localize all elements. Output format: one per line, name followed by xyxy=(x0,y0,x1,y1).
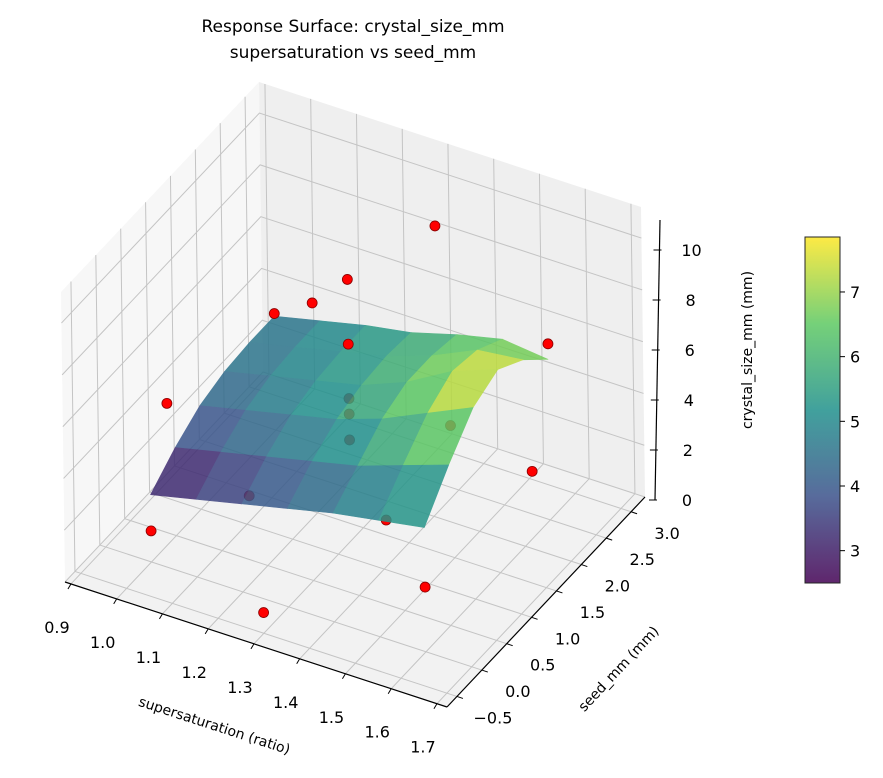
x-tick xyxy=(159,613,163,620)
z-axis-label: crystal_size_mm (mm) xyxy=(740,271,756,429)
y-axis-label: seed_mm (mm) xyxy=(576,623,663,715)
chart-title-line-2: supersaturation vs seed_mm xyxy=(230,43,476,63)
y-tick-label: −0.5 xyxy=(474,708,513,727)
x-tick xyxy=(433,703,438,709)
x-tick-label: 1.1 xyxy=(136,648,161,667)
data-point xyxy=(419,581,431,593)
x-tick-label: 1.7 xyxy=(410,738,435,757)
data-point xyxy=(526,465,538,477)
colorbar-tick-label: 6 xyxy=(850,348,860,367)
y-tick xyxy=(581,564,588,568)
z-gridline xyxy=(63,319,645,531)
y-axis-line xyxy=(446,496,646,708)
x-tick xyxy=(342,673,346,680)
data-point xyxy=(429,220,441,232)
y-tick xyxy=(506,643,513,647)
data-point xyxy=(258,607,270,618)
y-tick-label: 1.5 xyxy=(580,603,605,622)
y-tick-label: 1.0 xyxy=(555,629,580,648)
z-tick-label: 10 xyxy=(681,241,701,260)
data-point xyxy=(341,274,353,285)
z-gridline xyxy=(61,112,642,324)
y-tick-label: 2.0 xyxy=(605,577,630,596)
y-tick-label: 2.5 xyxy=(629,550,654,569)
z-tick-label: 6 xyxy=(685,341,695,360)
y-tick-label: 0.5 xyxy=(530,656,555,675)
x-axis-line xyxy=(64,581,448,708)
y-tick xyxy=(630,511,638,515)
z-tick-label: 4 xyxy=(684,391,694,410)
y-tick xyxy=(456,695,464,699)
surface xyxy=(150,315,549,528)
z-tick-label: 0 xyxy=(682,491,692,510)
data-point xyxy=(306,297,318,309)
x-tick-label: 1.0 xyxy=(90,633,115,652)
z-tick-label: 2 xyxy=(683,441,693,460)
colorbar: 3 4 5 6 7 xyxy=(804,236,860,584)
z-tick-label: 8 xyxy=(686,291,696,310)
z-gridline xyxy=(61,164,643,376)
x-tick-label: 1.6 xyxy=(364,723,389,742)
x-tick-label: 1.4 xyxy=(273,693,298,712)
x-tick xyxy=(250,643,255,650)
data-point xyxy=(145,525,157,537)
x-tick xyxy=(387,688,392,694)
data-point xyxy=(268,308,280,319)
y-tick xyxy=(606,537,613,541)
x-tick-label: 1.2 xyxy=(181,663,206,682)
y-tick xyxy=(531,616,538,620)
axis-lines xyxy=(64,219,662,709)
tick-labels: 0.91.01.11.21.31.41.51.61.7−0.50.00.51.0… xyxy=(44,241,701,757)
data-points-front xyxy=(145,220,554,618)
z-gridline xyxy=(62,216,644,427)
colorbar-tick-label: 4 xyxy=(850,477,860,496)
data-point xyxy=(542,338,554,350)
surface-patch xyxy=(378,464,450,528)
colorbar-tick-label: 7 xyxy=(850,283,860,302)
data-point xyxy=(342,338,354,350)
x-tick xyxy=(113,598,118,605)
left-wall-pane xyxy=(61,82,263,582)
y-tick xyxy=(556,590,563,594)
x-tick xyxy=(204,628,209,635)
x-tick xyxy=(296,658,301,665)
chart-title-line-1: Response Surface: crystal_size_mm xyxy=(201,17,504,37)
y-tick-label: 3.0 xyxy=(654,524,679,543)
x-tick-label: 1.3 xyxy=(227,678,252,697)
x-tick-label: 0.9 xyxy=(44,618,69,637)
x-tick xyxy=(67,583,72,590)
colorbar-tick-label: 5 xyxy=(850,412,860,431)
colorbar-tick-label: 3 xyxy=(850,542,860,561)
colorbar-gradient xyxy=(804,236,841,584)
x-axis-label: supersaturation (ratio) xyxy=(136,694,292,758)
y-tick xyxy=(481,669,488,673)
data-point xyxy=(161,397,173,409)
z-axis-line xyxy=(654,219,661,501)
y-tick-label: 0.0 xyxy=(505,682,530,701)
x-tick-label: 1.5 xyxy=(319,708,344,727)
